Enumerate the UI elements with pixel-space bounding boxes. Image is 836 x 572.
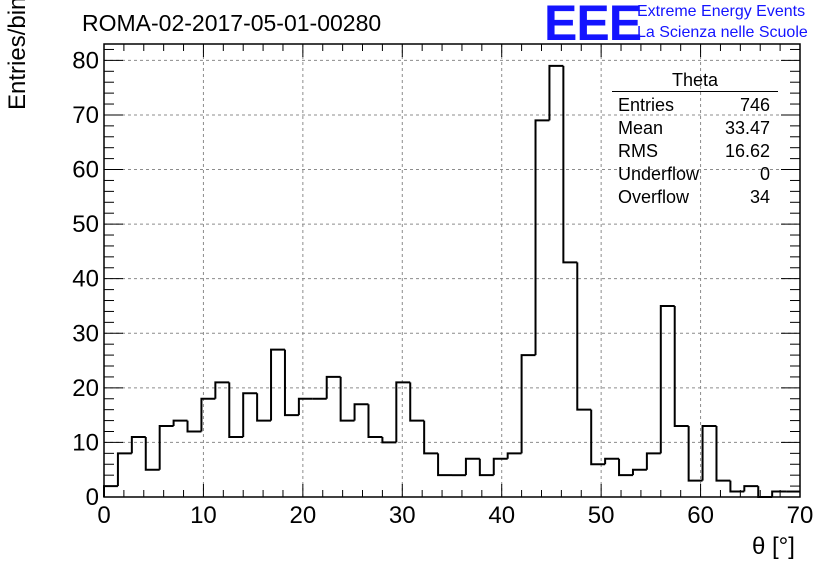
histogram-bin xyxy=(367,404,383,438)
y-tick-label: 30 xyxy=(72,320,99,347)
y-tick-label: 10 xyxy=(72,429,99,456)
histogram-bin xyxy=(423,420,439,455)
stats-box: Theta Entries 746 Mean 33.47 RMS 16.62 U… xyxy=(612,70,778,209)
x-tick-label: 50 xyxy=(588,502,615,529)
histogram-bin xyxy=(228,382,244,438)
stats-row-rms: RMS 16.62 xyxy=(612,140,778,163)
stats-value: 0 xyxy=(759,164,770,184)
histogram-bin xyxy=(743,485,759,492)
histogram-bin xyxy=(214,381,230,399)
histogram-bars xyxy=(103,64,800,498)
histogram-bin xyxy=(562,65,578,264)
stats-value: 746 xyxy=(739,95,770,115)
histogram-bin xyxy=(283,349,299,417)
x-tick-label: 20 xyxy=(290,502,317,529)
axes-frame xyxy=(103,43,801,498)
histogram-bin xyxy=(478,458,494,477)
histogram-bin xyxy=(673,305,689,428)
x-axis-label: θ [°] xyxy=(752,533,795,560)
histogram-bin xyxy=(158,425,174,470)
x-tick-label: 40 xyxy=(488,502,515,529)
stats-value: 33.47 xyxy=(724,118,770,138)
y-tick-label: 40 xyxy=(72,266,99,293)
histogram-bin xyxy=(506,452,522,459)
x-tick-label: 0 xyxy=(97,502,110,529)
histogram-bin xyxy=(381,436,397,444)
x-tick-label: 30 xyxy=(389,502,416,529)
histogram-bin xyxy=(437,453,452,477)
histogram-bin xyxy=(200,397,216,432)
histogram-bin xyxy=(631,468,647,476)
histogram-bin xyxy=(339,376,355,422)
histogram-bin xyxy=(353,403,369,421)
histogram-bin xyxy=(687,426,703,482)
y-tick-label: 50 xyxy=(72,211,99,238)
y-tick-label: 70 xyxy=(72,102,99,129)
histogram-bin xyxy=(144,436,160,471)
plot-frame xyxy=(103,43,801,498)
histogram-bin xyxy=(729,480,745,493)
histogram-bin xyxy=(576,262,592,411)
histogram-bin xyxy=(242,392,258,437)
stats-title: Theta xyxy=(612,70,778,92)
stats-label: RMS xyxy=(618,141,658,161)
stats-label: Mean xyxy=(618,118,664,138)
histogram-bin xyxy=(395,381,411,443)
grid-lines xyxy=(104,44,800,497)
histogram-bin xyxy=(297,397,313,416)
logo-line-2: La Scienza nelle Scuole xyxy=(637,24,808,41)
y-tick-label: 60 xyxy=(72,157,99,184)
histogram-bin xyxy=(116,452,132,487)
stats-row-mean: Mean 33.47 xyxy=(612,117,778,140)
histogram-bin xyxy=(256,393,272,422)
histogram-bin xyxy=(172,419,188,427)
x-tick-label: 10 xyxy=(190,502,217,529)
histogram-bin xyxy=(325,375,341,399)
stats-row-entries: Entries 746 xyxy=(612,94,778,117)
chart-title: ROMA-02-2017-05-01-00280 xyxy=(82,10,382,36)
histogram-bin xyxy=(103,485,118,497)
y-tick-label: 20 xyxy=(72,375,99,402)
histogram-bin xyxy=(618,458,633,477)
histogram-bin xyxy=(492,457,508,476)
stats-label: Entries xyxy=(618,95,675,115)
stats-label: Overflow xyxy=(618,187,690,207)
histogram-bin xyxy=(130,435,146,454)
stats-label: Underflow xyxy=(618,164,700,184)
y-tick-label: 80 xyxy=(72,47,99,74)
histogram-bin xyxy=(534,119,550,356)
axis-tick-labels: 0 10 20 30 40 50 60 70 0 10 20 30 40 50 60 70 80 xyxy=(72,47,813,529)
histogram-bin xyxy=(186,420,202,433)
histogram-bin xyxy=(645,452,661,470)
stats-value: 34 xyxy=(749,187,770,207)
histogram-bin xyxy=(548,64,564,121)
y-tick-label: 0 xyxy=(86,484,99,511)
histogram-bin xyxy=(604,457,620,465)
histogram-bin xyxy=(464,457,480,476)
histogram-bin xyxy=(701,425,717,481)
histogram-bin xyxy=(270,348,285,421)
histogram-bin xyxy=(659,304,675,454)
stats-value: 16.62 xyxy=(724,141,770,161)
eee-logo: EEE xyxy=(544,0,642,51)
histogram-bin xyxy=(715,426,731,482)
histogram-bin xyxy=(409,382,425,422)
logo-line-1: Extreme Energy Events xyxy=(637,3,806,20)
histogram-bin xyxy=(590,409,606,466)
y-axis-label: Entries/bin xyxy=(4,0,31,110)
histogram-bin xyxy=(771,490,787,497)
stats-row-overflow: Overflow 34 xyxy=(612,186,778,209)
axis-ticks xyxy=(103,44,801,498)
x-tick-label: 60 xyxy=(687,502,714,529)
x-tick-label: 70 xyxy=(787,502,814,529)
stats-row-underflow: Underflow 0 xyxy=(612,163,778,186)
histogram-bin xyxy=(520,354,536,454)
